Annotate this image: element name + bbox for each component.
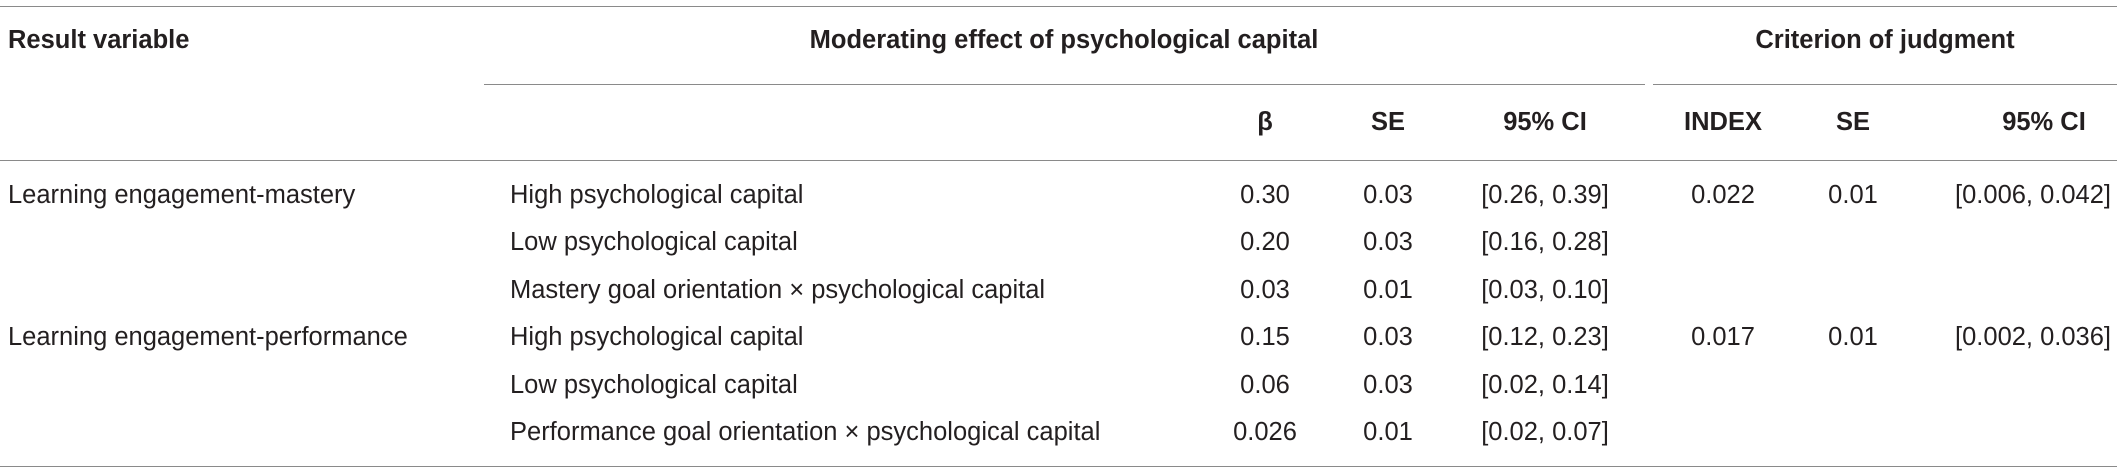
beta-value: 0.026 — [1233, 418, 1297, 446]
header-bottom-rule — [0, 160, 2117, 161]
result-variable-performance: Learning engagement-performance — [8, 323, 408, 351]
header-result-variable: Result variable — [8, 26, 190, 54]
ci-value: [0.12, 0.23] — [1481, 323, 1609, 351]
header-se-criterion: SE — [1835, 108, 1871, 136]
se-value: 0.01 — [1363, 418, 1413, 446]
result-variable-mastery: Learning engagement-mastery — [8, 181, 356, 209]
header-se: SE — [1370, 108, 1406, 136]
index-value: 0.022 — [1691, 181, 1755, 209]
row-label: High psychological capital — [510, 181, 804, 209]
beta-value: 0.30 — [1240, 181, 1290, 209]
index-se-value: 0.01 — [1828, 181, 1878, 209]
header-index: INDEX — [1684, 108, 1762, 136]
se-value: 0.03 — [1363, 323, 1413, 351]
beta-value: 0.03 — [1240, 276, 1290, 304]
beta-value: 0.06 — [1240, 371, 1290, 399]
moderating-effect-underline — [484, 84, 1645, 85]
header-criterion-of-judgment: Criterion of judgment — [1755, 26, 2015, 54]
top-rule — [0, 6, 2117, 7]
ci-value: [0.03, 0.10] — [1481, 276, 1609, 304]
ci-value: [0.26, 0.39] — [1481, 181, 1609, 209]
index-ci-value: [0.006, 0.042] — [1955, 181, 2111, 209]
header-beta: β — [1257, 108, 1273, 136]
row-label: Performance goal orientation × psycholog… — [510, 418, 1101, 446]
row-label: Low psychological capital — [510, 371, 798, 399]
criterion-underline — [1653, 84, 2117, 85]
row-label: Mastery goal orientation × psychological… — [510, 276, 1046, 304]
bottom-rule — [0, 466, 2117, 467]
se-value: 0.03 — [1363, 371, 1413, 399]
ci-value: [0.16, 0.28] — [1481, 228, 1609, 256]
ci-value: [0.02, 0.07] — [1481, 418, 1609, 446]
se-value: 0.03 — [1363, 181, 1413, 209]
header-moderating-effect: Moderating effect of psychological capit… — [809, 26, 1319, 54]
index-se-value: 0.01 — [1828, 323, 1878, 351]
se-value: 0.03 — [1363, 228, 1413, 256]
beta-value: 0.20 — [1240, 228, 1290, 256]
ci-value: [0.02, 0.14] — [1481, 371, 1609, 399]
row-label: Low psychological capital — [510, 228, 798, 256]
header-ci: 95% CI — [1503, 108, 1587, 136]
se-value: 0.01 — [1363, 276, 1413, 304]
row-label: High psychological capital — [510, 323, 804, 351]
beta-value: 0.15 — [1240, 323, 1290, 351]
header-ci-criterion: 95% CI — [2002, 108, 2086, 136]
index-value: 0.017 — [1691, 323, 1755, 351]
index-ci-value: [0.002, 0.036] — [1955, 323, 2111, 351]
